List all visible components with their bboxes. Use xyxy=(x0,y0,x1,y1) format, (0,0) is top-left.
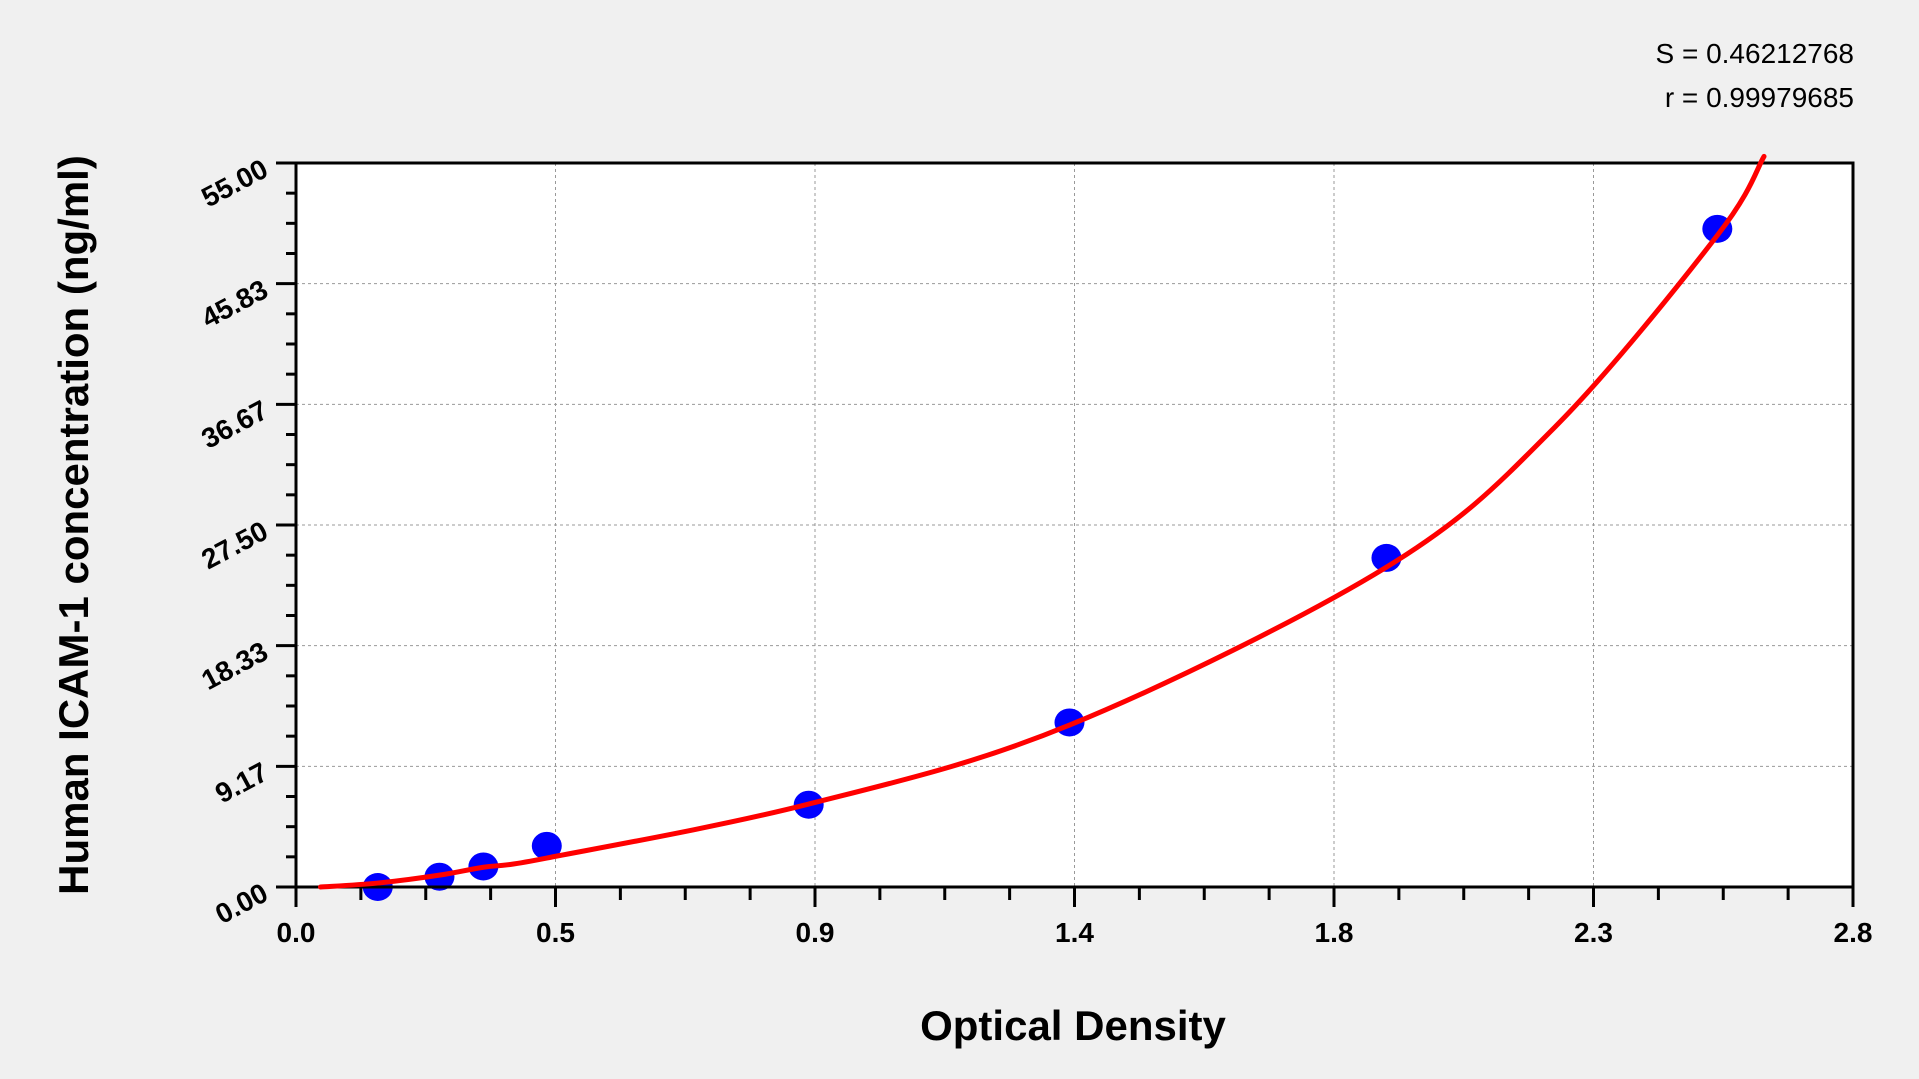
plot-frame xyxy=(294,161,1855,889)
s-statistic: S = 0.46212768 xyxy=(1655,38,1854,69)
x-tick-label: 0.5 xyxy=(536,917,575,948)
y-tick-label: 55.00 xyxy=(196,153,272,213)
fit-curve-line xyxy=(317,153,1767,890)
y-tick-label: 18.33 xyxy=(196,636,272,696)
y-tick-label: 9.17 xyxy=(210,756,273,809)
x-axis-title: Optical Density xyxy=(920,1002,1226,1049)
y-tick-label: 27.50 xyxy=(196,515,272,575)
x-tick-label: 2.8 xyxy=(1834,917,1873,948)
data-point xyxy=(531,831,562,860)
x-tick-label: 0.0 xyxy=(277,917,316,948)
y-tick-label: 45.83 xyxy=(196,274,272,334)
y-axis-title: Human ICAM-1 concentration (ng/ml) xyxy=(50,155,97,895)
r-statistic: r = 0.99979685 xyxy=(1664,82,1854,113)
x-tick-label: 1.8 xyxy=(1315,917,1354,948)
y-tick-label: 36.67 xyxy=(196,394,272,454)
y-tick-label: 0.00 xyxy=(210,877,273,930)
x-tick-label: 0.9 xyxy=(796,917,835,948)
x-tick-label: 2.3 xyxy=(1574,917,1613,948)
x-tick-label: 1.4 xyxy=(1055,917,1094,948)
